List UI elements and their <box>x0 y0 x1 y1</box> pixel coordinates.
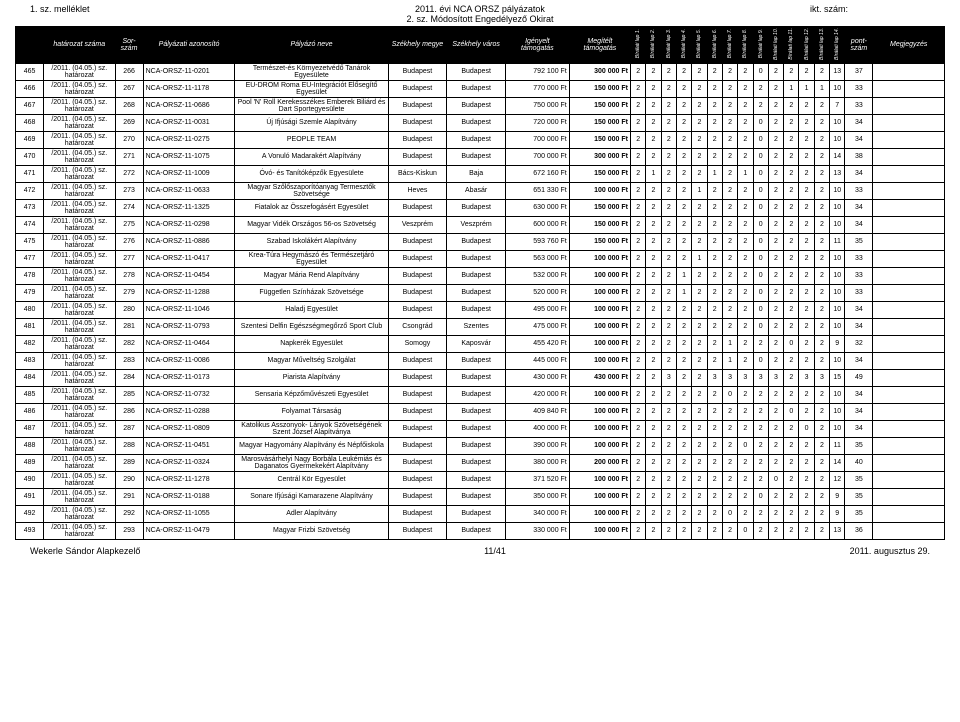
table-row: 489/2011. (04.05.) sz. határozat289NCA-O… <box>16 454 945 471</box>
page-header: 1. sz. melléklet 2011. évi NCA ORSZ pály… <box>0 0 960 26</box>
col-igeny: Igényelt támogatás <box>505 27 569 64</box>
col-lap2: Bírálati lap 2. <box>646 27 661 64</box>
table-row: 470/2011. (04.05.) sz. határozat271NCA-O… <box>16 148 945 165</box>
table-row: 484/2011. (04.05.) sz. határozat284NCA-O… <box>16 369 945 386</box>
table-row: 485/2011. (04.05.) sz. határozat285NCA-O… <box>16 386 945 403</box>
table-row: 480/2011. (04.05.) sz. határozat280NCA-O… <box>16 301 945 318</box>
footer-center: 11/41 <box>484 546 506 556</box>
col-rownum <box>16 27 44 64</box>
col-lap1: Bírálati lap 1. <box>631 27 646 64</box>
table-row: 491/2011. (04.05.) sz. határozat291NCA-O… <box>16 488 945 505</box>
col-sorszam: Sor-szám <box>115 27 143 64</box>
col-lap13: Bírálati lap 13. <box>814 27 829 64</box>
table-row: 479/2011. (04.05.) sz. határozat279NCA-O… <box>16 284 945 301</box>
table-row: 465/2011. (04.05.) sz. határozat266NCA-O… <box>16 63 945 80</box>
table-row: 469/2011. (04.05.) sz. határozat270NCA-O… <box>16 131 945 148</box>
col-lap14: Bírálati lap 14. <box>830 27 845 64</box>
table-row: 474/2011. (04.05.) sz. határozat275NCA-O… <box>16 216 945 233</box>
table-row: 492/2011. (04.05.) sz. határozat292NCA-O… <box>16 505 945 522</box>
col-hatarozat: határozat száma <box>44 27 115 64</box>
col-lap10: Bírálati lap 10. <box>768 27 783 64</box>
col-azon: Pályázati azonosító <box>143 27 235 64</box>
col-megit: Megítélt támogatás <box>569 27 630 64</box>
table-row: 466/2011. (04.05.) sz. határozat267NCA-O… <box>16 80 945 97</box>
col-lap9: Bírálati lap 9. <box>753 27 768 64</box>
page-footer: Wekerle Sándor Alapkezelő 11/41 2011. au… <box>0 540 960 562</box>
table-head: határozat száma Sor-szám Pályázati azono… <box>16 27 945 64</box>
data-table: határozat száma Sor-szám Pályázati azono… <box>15 26 945 540</box>
table-row: 477/2011. (04.05.) sz. határozat277NCA-O… <box>16 250 945 267</box>
footer-left: Wekerle Sándor Alapkezelő <box>30 546 140 556</box>
col-nev: Pályázó neve <box>235 27 388 64</box>
table-row: 486/2011. (04.05.) sz. határozat286NCA-O… <box>16 403 945 420</box>
table-row: 467/2011. (04.05.) sz. határozat268NCA-O… <box>16 97 945 114</box>
table-row: 481/2011. (04.05.) sz. határozat281NCA-O… <box>16 318 945 335</box>
table-row: 472/2011. (04.05.) sz. határozat273NCA-O… <box>16 182 945 199</box>
table-row: 482/2011. (04.05.) sz. határozat282NCA-O… <box>16 335 945 352</box>
col-lap12: Bírálati lap 12. <box>799 27 814 64</box>
header-left: 1. sz. melléklet <box>30 4 150 24</box>
table-row: 490/2011. (04.05.) sz. határozat290NCA-O… <box>16 471 945 488</box>
header-center: 2011. évi NCA ORSZ pályázatok 2. sz. Mód… <box>406 4 553 24</box>
col-lap11: Bírálati lap 11. <box>784 27 799 64</box>
table-row: 473/2011. (04.05.) sz. határozat274NCA-O… <box>16 199 945 216</box>
col-lap7: Bírálati lap 7. <box>722 27 737 64</box>
col-lap5: Bírálati lap 5. <box>692 27 707 64</box>
table-row: 468/2011. (04.05.) sz. határozat269NCA-O… <box>16 114 945 131</box>
table-body: 465/2011. (04.05.) sz. határozat266NCA-O… <box>16 63 945 539</box>
col-lap3: Bírálati lap 3. <box>661 27 676 64</box>
table-row: 471/2011. (04.05.) sz. határozat272NCA-O… <box>16 165 945 182</box>
table-row: 475/2011. (04.05.) sz. határozat276NCA-O… <box>16 233 945 250</box>
col-lap6: Bírálati lap 6. <box>707 27 722 64</box>
col-megj: Megjegyzés <box>873 27 945 64</box>
table-row: 478/2011. (04.05.) sz. határozat278NCA-O… <box>16 267 945 284</box>
footer-right: 2011. augusztus 29. <box>850 546 930 556</box>
table-row: 488/2011. (04.05.) sz. határozat288NCA-O… <box>16 437 945 454</box>
table-row: 493/2011. (04.05.) sz. határozat293NCA-O… <box>16 522 945 539</box>
col-lap4: Bírálati lap 4. <box>676 27 691 64</box>
col-pont: pont-szám <box>845 27 873 64</box>
col-megye: Székhely megye <box>388 27 447 64</box>
header-right: ikt. szám: <box>810 4 930 24</box>
table-row: 483/2011. (04.05.) sz. határozat283NCA-O… <box>16 352 945 369</box>
col-varos: Székhely város <box>447 27 506 64</box>
table-row: 487/2011. (04.05.) sz. határozat287NCA-O… <box>16 420 945 437</box>
col-lap8: Bírálati lap 8. <box>738 27 753 64</box>
